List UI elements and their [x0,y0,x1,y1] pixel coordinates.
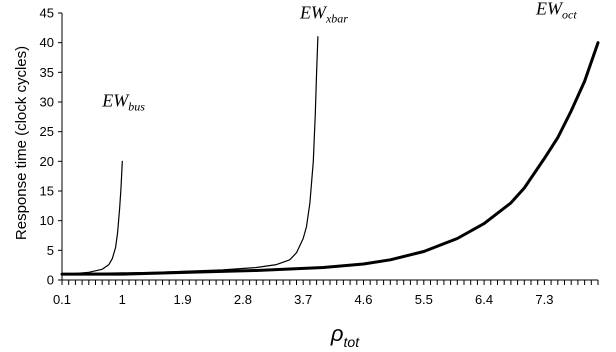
y-tick-label: 0 [47,273,54,288]
series-label-xbar: EWxbar [299,3,348,26]
x-axis-title-main: ρ [330,321,344,346]
y-tick-label: 25 [40,124,54,139]
series-line-xbar [61,36,319,275]
x-tick-label: 5.5 [415,292,433,307]
x-tick-label: 0.1 [53,292,71,307]
series-line-oct [60,41,600,276]
y-tick-label: 15 [40,184,54,199]
y-tick-label: 20 [40,154,54,169]
x-tick-label: 1.9 [174,292,192,307]
series-line-bus [61,160,123,275]
x-tick-label: 2.8 [234,292,252,307]
y-axis-title: Response time (clock cycles) [13,46,30,240]
series-label-oct: EWoct [535,0,577,22]
x-axis-title-sub: tot [344,334,361,350]
series-labels: EWbus EWxbar EWoct [101,0,577,113]
x-tick-label: 7.3 [535,292,553,307]
x-tick-label: 1 [119,292,126,307]
series-label-bus: EWbus [101,90,145,113]
x-tick-label: 6.4 [475,292,493,307]
y-tick-label: 35 [40,65,54,80]
axes: 0 5 10 15 20 25 30 35 40 45 0.1 1 1.9 2.8 3.7 4.6 5.5 6.4… [40,6,599,307]
y-tick-label: 5 [47,243,54,258]
plot-lines [60,36,600,276]
y-tick-label: 45 [40,6,54,21]
y-tick-label: 30 [40,95,54,110]
x-tick-label: 3.7 [294,292,312,307]
x-tick-label: 4.6 [354,292,372,307]
y-tick-label: 40 [40,35,54,50]
x-axis-title: ρtot [330,321,360,350]
y-tick-label: 10 [40,213,54,228]
